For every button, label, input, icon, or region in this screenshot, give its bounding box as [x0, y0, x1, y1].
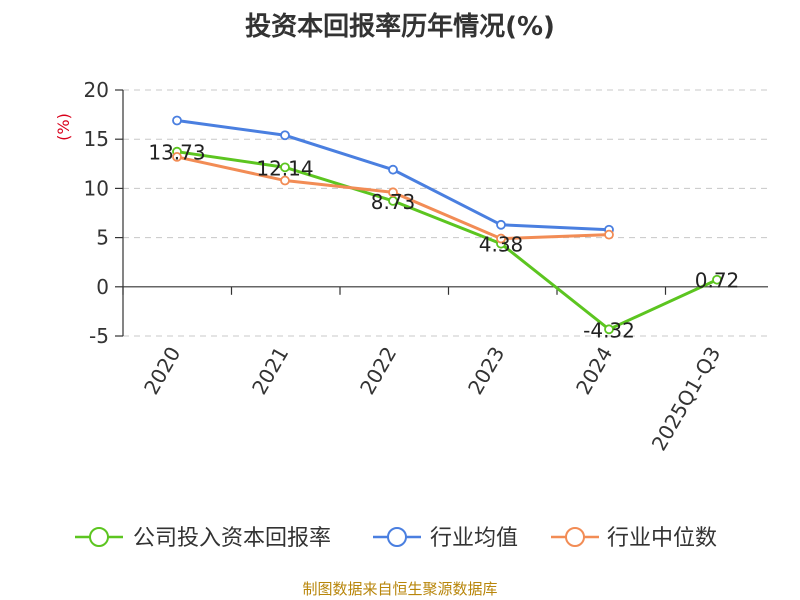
y-tick-label: -5: [89, 324, 109, 348]
data-label: -4.32: [583, 318, 635, 342]
y-tick-label: 0: [96, 275, 109, 299]
data-point: [712, 274, 722, 285]
axis-layer: -5 0 5 10 15 20 (%) 2020 2021 2022 2023 2024 2025Q1-…: [54, 78, 768, 455]
legend: 公司投入资本回报率 行业均值 行业中位数: [75, 526, 717, 551]
x-tick-label: 2024: [571, 343, 617, 399]
data-point: [280, 130, 290, 141]
legend-item-3: 行业中位数: [551, 526, 717, 551]
data-label-layer: 13.73 12.14 8.73 4.38 -4.32 0.72: [148, 141, 739, 343]
y-axis-label: (%): [54, 113, 73, 141]
data-label: 8.73: [371, 190, 416, 214]
legend-label: 公司投入资本回报率: [133, 526, 331, 551]
data-point: [280, 162, 290, 173]
data-point: [388, 187, 398, 198]
data-point: [172, 115, 182, 126]
legend-marker: [387, 527, 407, 547]
x-tick-label: 2025Q1-Q3: [647, 343, 726, 455]
legend-item-1: 公司投入资本回报率: [75, 526, 331, 551]
y-tick-label: 20: [84, 78, 109, 102]
data-point: [604, 324, 614, 335]
series-layer: [172, 115, 722, 335]
x-tick-label: 2020: [139, 343, 185, 399]
data-label: 13.73: [148, 141, 205, 165]
legend-item-2: 行业均值: [373, 526, 518, 551]
data-point: [496, 233, 506, 244]
data-point: [604, 229, 614, 240]
y-tick-label: 10: [84, 176, 109, 200]
y-tick-label: 15: [84, 127, 109, 151]
chart-title: 投资本回报率历年情况(%): [245, 12, 555, 42]
y-tick-label: 5: [96, 226, 109, 250]
legend-marker: [565, 527, 585, 547]
series-line-1: [176, 150, 718, 332]
data-point: [280, 175, 290, 186]
data-label: 12.14: [256, 156, 313, 180]
data-label: 4.38: [479, 233, 524, 257]
data-point: [172, 152, 182, 162]
data-label: 0.72: [695, 269, 740, 293]
x-tick-label: 2023: [463, 343, 509, 399]
data-point: [496, 219, 506, 230]
legend-marker: [89, 527, 109, 547]
legend-label: 行业均值: [430, 526, 518, 551]
x-tick-label: 2022: [355, 343, 401, 399]
x-tick-label: 2021: [247, 343, 293, 399]
legend-label: 行业中位数: [607, 526, 717, 551]
source-note: 制图数据来自恒生聚源数据库: [302, 580, 498, 598]
data-point: [388, 164, 398, 175]
grid-layer: [123, 89, 768, 337]
